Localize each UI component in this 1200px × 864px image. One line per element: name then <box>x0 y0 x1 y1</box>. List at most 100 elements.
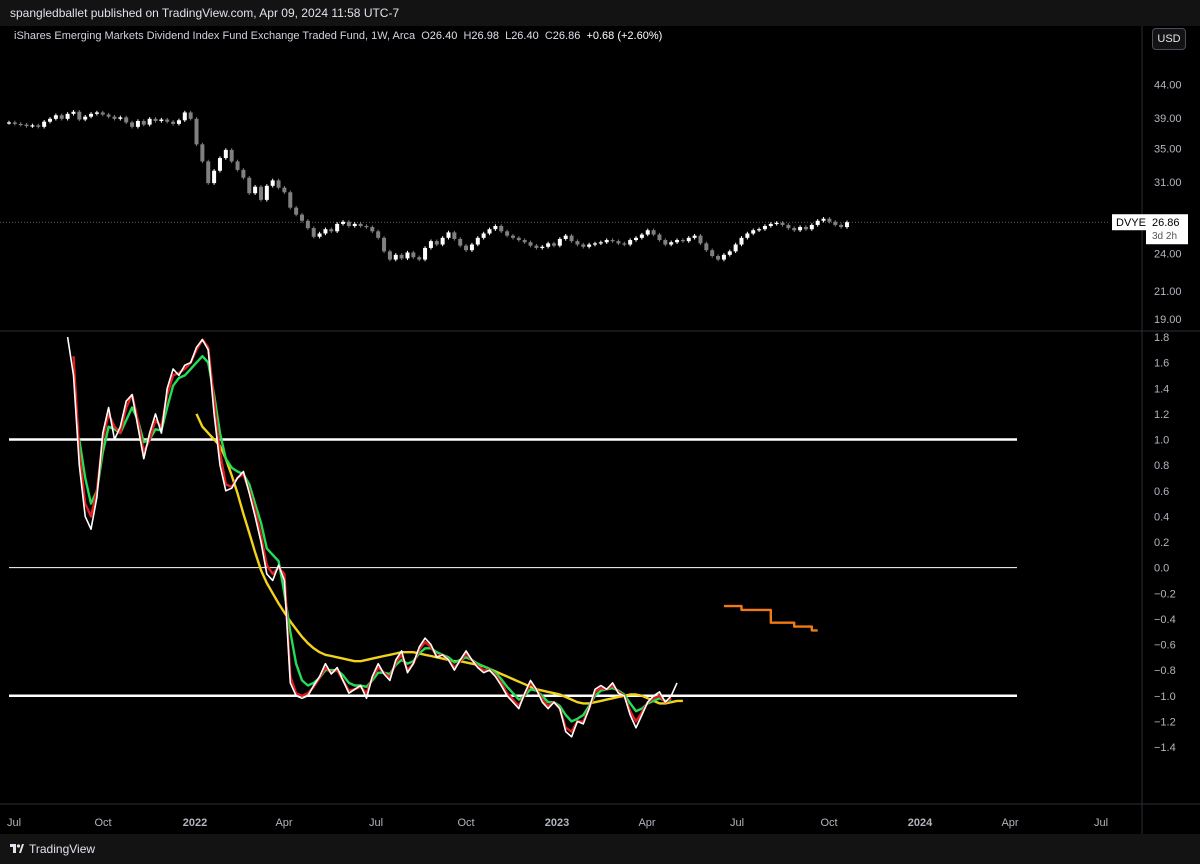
tradingview-logo-icon <box>10 844 24 853</box>
candle-body <box>171 121 176 124</box>
candle-body <box>235 161 240 170</box>
candle-body <box>141 120 146 125</box>
candle-body <box>745 233 750 238</box>
legend-close-key: C <box>544 30 553 42</box>
candle-body <box>112 116 117 119</box>
candle-body <box>399 254 404 259</box>
oscillator-axis-tick: −1.2 <box>1154 716 1176 728</box>
candle-body <box>118 117 123 119</box>
time-axis-label: Oct <box>457 817 474 829</box>
candle-body <box>24 124 29 127</box>
candle-body <box>803 227 808 230</box>
candle-body <box>762 226 767 230</box>
candle-body <box>423 247 428 260</box>
candle-body <box>446 232 451 238</box>
tradingview-brand[interactable]: TradingView <box>10 842 95 856</box>
candle-body <box>135 120 140 127</box>
candle-body <box>48 118 53 122</box>
candle-body <box>300 214 304 221</box>
candle-body <box>827 218 832 222</box>
candle-body <box>311 228 316 237</box>
oscillator-axis-tick: 1.8 <box>1154 332 1169 344</box>
candle-body <box>604 240 609 243</box>
price-tag-box <box>1146 214 1188 245</box>
time-axis-label: Apr <box>1001 817 1018 829</box>
candle-body <box>89 113 94 117</box>
candle-body <box>727 251 732 255</box>
candle-body <box>382 237 387 252</box>
oscillator-axis-tick: −0.6 <box>1154 640 1176 652</box>
time-axis-label: Apr <box>275 817 292 829</box>
oscillator-axis-tick: 0.0 <box>1154 563 1169 575</box>
candle-body <box>593 243 597 245</box>
candle-body <box>417 257 422 260</box>
candle-body <box>323 229 328 234</box>
candle-body <box>475 237 480 245</box>
time-axis-label: Jul <box>369 817 383 829</box>
price-tag-countdown: 3d 2h <box>1152 231 1177 242</box>
oscillator-axis-tick: −0.4 <box>1154 614 1176 626</box>
candle-body <box>30 125 35 127</box>
price-tag-value: 26.86 <box>1152 217 1180 229</box>
candle-body <box>540 246 545 248</box>
chart-area[interactable]: 44.00 39.00 35.00 31.00 24.00 21.00 19.00 DVYE 2… <box>0 26 1200 834</box>
candle-body <box>616 241 621 244</box>
candle-body <box>194 118 199 145</box>
candle-body <box>522 240 527 243</box>
candle-body <box>65 113 70 119</box>
candle-body <box>188 112 193 119</box>
candle-body <box>686 237 691 242</box>
symbol-legend: iShares Emerging Markets Dividend Index … <box>14 30 662 42</box>
oscillator-axis-tick: 1.4 <box>1154 383 1169 395</box>
candle-body <box>124 117 129 123</box>
candle-body <box>36 125 41 127</box>
candle-body <box>534 245 539 248</box>
candle-body <box>528 242 533 246</box>
candle-body <box>546 243 551 247</box>
time-axis-label: Apr <box>638 817 655 829</box>
candle-body <box>786 224 791 229</box>
candle-body <box>469 244 474 251</box>
candle-body <box>83 116 88 120</box>
candle-body <box>458 238 463 246</box>
legend-high: 26.98 <box>471 30 499 42</box>
price-axis-tick: 35.00 <box>1154 143 1182 155</box>
candle-body <box>253 186 258 194</box>
candle-body <box>464 245 469 251</box>
candle-body <box>305 220 310 229</box>
candle-body <box>165 119 170 122</box>
candle-body <box>645 230 650 235</box>
candle-body <box>294 207 299 215</box>
candle-body <box>487 229 492 234</box>
currency-button[interactable]: USD <box>1152 28 1186 50</box>
oscillator-line-red <box>72 338 672 733</box>
legend-open-key: O <box>421 30 430 42</box>
candle-body <box>77 111 82 120</box>
candle-body <box>839 224 844 228</box>
candle-body <box>675 240 680 243</box>
oscillator-axis-tick: 0.6 <box>1154 486 1169 498</box>
publish-header: spangledballet published on TradingView.… <box>0 0 1200 26</box>
candle-body <box>598 242 603 244</box>
brand-label: TradingView <box>29 842 96 856</box>
time-axis-label: 2022 <box>183 817 207 829</box>
candle-body <box>206 161 211 184</box>
candle-body <box>376 231 381 238</box>
candle-body <box>669 242 674 245</box>
candle-body <box>176 120 181 124</box>
candle-body <box>258 186 263 200</box>
chart-svg[interactable]: 44.00 39.00 35.00 31.00 24.00 21.00 19.00 DVYE 2… <box>0 26 1200 834</box>
candle-body <box>551 243 556 246</box>
time-axis-label: 2023 <box>545 817 569 829</box>
oscillator-line-orange <box>723 604 818 632</box>
candle-body <box>341 221 346 224</box>
candle-body <box>247 177 252 194</box>
candle-body <box>505 231 510 236</box>
candle-body <box>798 227 803 231</box>
symbol-tag-box <box>1112 214 1146 231</box>
candle-body <box>335 223 340 232</box>
candle-body <box>768 223 773 227</box>
candle-body <box>42 121 47 127</box>
price-axis-tick: 39.00 <box>1154 113 1182 125</box>
candle-body <box>329 229 334 232</box>
